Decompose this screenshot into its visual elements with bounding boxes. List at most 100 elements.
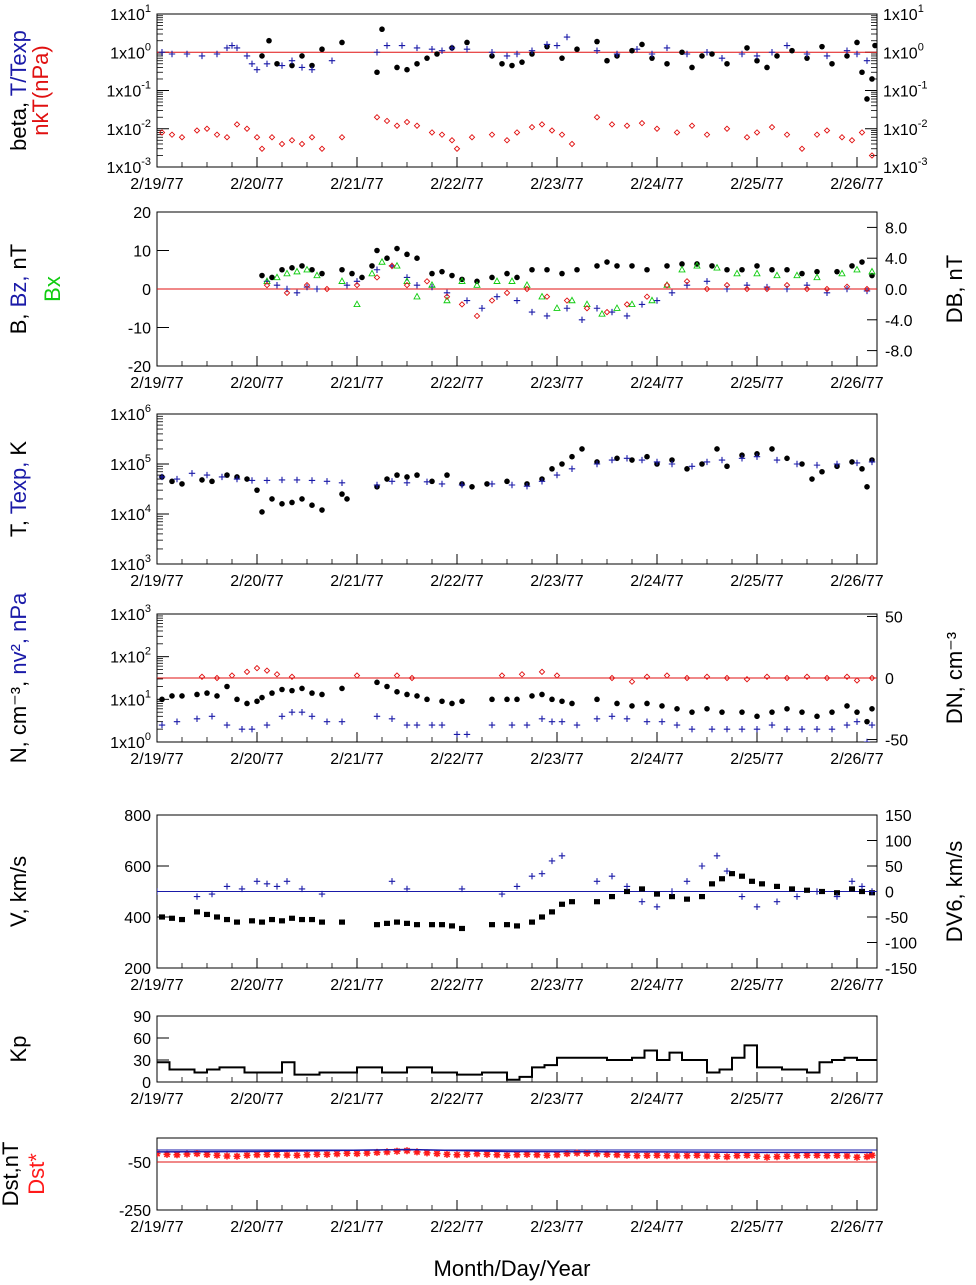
data-point bbox=[424, 696, 430, 703]
data-point bbox=[308, 66, 316, 73]
data-point bbox=[278, 713, 286, 720]
data-point bbox=[488, 480, 496, 488]
data-point bbox=[533, 1151, 541, 1159]
data-point bbox=[468, 133, 476, 141]
data-point bbox=[573, 721, 581, 729]
data-point bbox=[688, 725, 696, 733]
data-point bbox=[263, 721, 271, 729]
data-point bbox=[543, 1151, 551, 1159]
plot-frame bbox=[156, 413, 878, 565]
data-point bbox=[573, 1149, 581, 1157]
x-tick-label: 2/21/77 bbox=[330, 176, 383, 193]
data-point bbox=[238, 725, 246, 733]
y-tick-label: -250 bbox=[119, 1203, 151, 1220]
data-point bbox=[743, 675, 751, 683]
data-point bbox=[463, 46, 471, 53]
x-tick-label: 2/20/77 bbox=[230, 375, 283, 392]
y-tick-label: 60 bbox=[133, 1031, 151, 1048]
data-point bbox=[784, 266, 790, 273]
data-point bbox=[383, 117, 391, 125]
data-point bbox=[704, 705, 710, 712]
data-point bbox=[233, 121, 241, 128]
data-point bbox=[383, 1148, 391, 1156]
data-point bbox=[663, 672, 671, 679]
data-point bbox=[414, 255, 420, 261]
data-point bbox=[303, 281, 311, 289]
data-point bbox=[508, 481, 516, 489]
data-point bbox=[608, 456, 616, 464]
data-point bbox=[318, 145, 326, 152]
data-point bbox=[603, 1150, 611, 1158]
data-point bbox=[463, 297, 471, 304]
data-point bbox=[574, 266, 580, 273]
data-point bbox=[393, 122, 401, 129]
data-point bbox=[553, 1151, 561, 1159]
data-point bbox=[723, 1153, 731, 1161]
data-point bbox=[683, 50, 691, 58]
y-right-tick-label: 1x10-1 bbox=[883, 80, 927, 101]
data-point bbox=[853, 50, 861, 58]
data-point bbox=[713, 1152, 721, 1160]
y-right-tick-label: 0 bbox=[885, 885, 894, 902]
data-point bbox=[683, 878, 691, 885]
data-point bbox=[869, 705, 875, 712]
x-tick-label: 2/22/77 bbox=[430, 573, 483, 590]
data-point bbox=[298, 140, 306, 148]
x-tick-label: 2/23/77 bbox=[530, 1219, 583, 1236]
data-point bbox=[249, 918, 255, 924]
data-point bbox=[289, 687, 295, 694]
y-tick-label: 200 bbox=[124, 961, 151, 978]
y-right-tick-label: 50 bbox=[885, 859, 903, 876]
data-point bbox=[444, 472, 450, 478]
data-point bbox=[374, 247, 380, 254]
data-point bbox=[783, 131, 791, 138]
data-point bbox=[453, 731, 461, 738]
data-point bbox=[638, 119, 646, 127]
data-point bbox=[309, 266, 315, 273]
data-point bbox=[289, 62, 295, 69]
data-point bbox=[868, 674, 876, 682]
x-tick-label: 2/25/77 bbox=[730, 176, 783, 193]
data-point bbox=[598, 309, 606, 317]
data-point bbox=[553, 672, 561, 679]
data-point bbox=[404, 920, 410, 926]
y-tick-label: 1x100 bbox=[110, 41, 151, 62]
y-tick-label: 400 bbox=[124, 910, 151, 927]
data-point bbox=[683, 281, 691, 289]
data-point bbox=[313, 1150, 321, 1158]
data-point bbox=[514, 696, 520, 703]
y-tick-label: 20 bbox=[133, 205, 151, 222]
data-point bbox=[188, 470, 196, 477]
data-point bbox=[349, 270, 355, 277]
data-point bbox=[853, 718, 861, 725]
data-point bbox=[689, 64, 695, 71]
data-point bbox=[623, 301, 631, 308]
data-point bbox=[763, 673, 771, 681]
data-point bbox=[394, 689, 400, 695]
data-point bbox=[278, 140, 286, 148]
data-point bbox=[163, 1150, 171, 1158]
x-tick-label: 2/21/77 bbox=[330, 751, 383, 768]
data-point bbox=[863, 57, 871, 64]
data-point bbox=[224, 916, 230, 923]
data-point bbox=[274, 60, 280, 67]
y-tick-label: 800 bbox=[124, 808, 151, 825]
data-point bbox=[613, 1151, 621, 1159]
y-right-tick-label: 4.0 bbox=[885, 251, 907, 268]
data-point bbox=[763, 1153, 771, 1161]
data-point bbox=[528, 308, 536, 316]
data-point bbox=[489, 696, 495, 703]
right-axis-label: DB, nT bbox=[942, 255, 967, 323]
data-point bbox=[733, 1152, 741, 1160]
data-point bbox=[628, 678, 636, 685]
data-point bbox=[798, 145, 806, 152]
data-point bbox=[583, 305, 591, 312]
data-point bbox=[633, 46, 641, 53]
data-point bbox=[563, 297, 571, 304]
data-point bbox=[559, 461, 565, 467]
data-point bbox=[563, 305, 571, 312]
data-point bbox=[159, 914, 165, 920]
data-point bbox=[308, 713, 316, 720]
y-right-tick-label: 1x10-2 bbox=[883, 118, 927, 139]
x-tick-label: 2/26/77 bbox=[830, 751, 883, 768]
